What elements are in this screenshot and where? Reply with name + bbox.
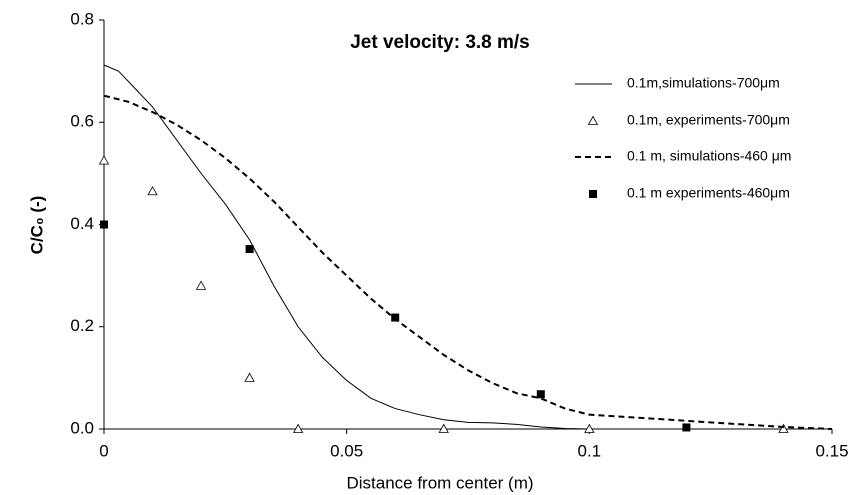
y-tick-label: 0.8 [70,9,94,28]
legend-label: 0.1m, experiments-700μm [627,112,790,128]
x-axis-label: Distance from center (m) [346,473,533,492]
marker-triangle [778,423,789,433]
marker-triangle [147,185,158,196]
y-tick-label: 0.0 [70,418,94,437]
marker-triangle [587,115,599,125]
legend-label: 0.1 m experiments-460μm [627,185,790,201]
annotation: Jet velocity: 3.8 m/s [350,32,530,53]
marker-triangle [438,423,449,433]
x-tick-label: 0.15 [815,441,848,460]
series-line [103,64,590,430]
marker-triangle [244,372,255,382]
marker-square [100,220,108,229]
legend-label: 0.1m,simulations-700μm [627,75,780,91]
marker-square [589,190,597,198]
x-tick-label: 0.1 [578,441,602,460]
marker-triangle [98,155,110,165]
legend-label: 0.1 m, simulations-460 μm [627,148,791,164]
series-line [103,94,833,430]
marker-square [682,423,691,432]
marker-triangle [292,423,304,433]
x-tick-label: 0.05 [330,441,363,460]
y-tick-label: 0.6 [70,112,94,131]
y-tick-label: 0.4 [70,214,94,233]
marker-square [536,390,545,399]
legend: 0.1m,simulations-700μm 0.1m, experiments-… [575,75,791,201]
marker-square [245,245,254,254]
marker-square [391,313,400,322]
y-axis-label: C/C₀ (-) [27,196,46,255]
x-tick-label: 0 [99,441,108,460]
y-tick-label: 0.2 [70,316,94,335]
marker-triangle [584,423,595,433]
marker-triangle [195,280,207,290]
